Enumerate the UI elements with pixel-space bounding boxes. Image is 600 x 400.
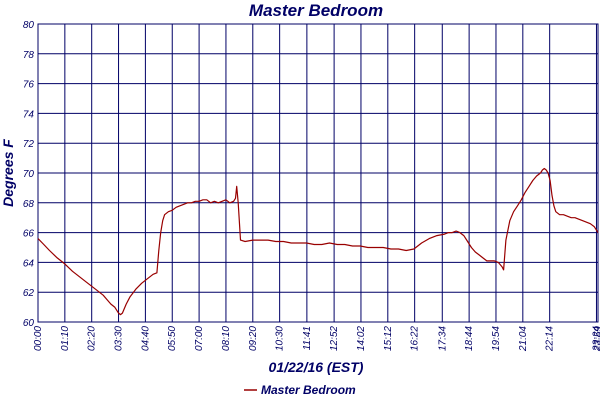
y-axis-label: Degrees F	[0, 139, 16, 207]
x-tick-label: 12:52	[329, 326, 340, 351]
x-tick-label: 02:20	[87, 326, 98, 351]
legend-label: Master Bedroom	[261, 383, 356, 397]
x-tick-label: 05:50	[167, 326, 178, 351]
chart-title: Master Bedroom	[249, 1, 383, 20]
grid	[37, 23, 599, 323]
y-tick-label: 68	[23, 199, 35, 210]
y-tick-label: 70	[23, 169, 35, 180]
x-tick-label: 18:44	[464, 326, 475, 351]
y-tick-label: 76	[23, 80, 35, 91]
x-tick-label: 10:30	[275, 326, 286, 351]
y-tick-label: 66	[23, 229, 35, 240]
series-line-1	[37, 167, 599, 316]
legend: Master Bedroom	[244, 383, 356, 397]
x-tick-label: 17:34	[437, 326, 448, 351]
y-tick-label: 80	[23, 20, 35, 31]
x-tick-label: 03:30	[114, 326, 125, 351]
x-tick-label: 08:10	[221, 326, 232, 351]
x-tick-label: 15:12	[383, 326, 394, 351]
x-tick-label: 01:10	[60, 326, 71, 351]
y-tick-label: 78	[23, 50, 35, 61]
x-tick-label: 11:41	[302, 326, 313, 350]
series-layer	[37, 167, 599, 316]
y-tick-label: 62	[23, 288, 35, 299]
x-tick-label: 07:00	[194, 326, 205, 351]
x-tick-label: 23:24	[591, 326, 600, 352]
x-tick-label: 22:14	[545, 326, 556, 352]
y-tick-labels: 60 62 64 66 68 70 72 74 76 78 80	[23, 20, 35, 329]
x-axis-label: 01/22/16 (EST)	[269, 359, 364, 375]
x-tick-label: 23:59	[593, 326, 600, 352]
x-tick-label: 00:00	[33, 326, 44, 351]
x-tick-labels: 00:00 01:10 02:20 03:30 04:40 05:50 07:00 08:10…	[33, 326, 600, 352]
x-tick-label: 14:02	[356, 326, 367, 351]
x-tick-label: 16:22	[410, 326, 421, 351]
x-tick-label: 09:20	[248, 326, 259, 351]
x-tick-label: 21:04	[518, 326, 529, 352]
y-tick-label: 60	[23, 318, 35, 329]
x-tick-label: 19:54	[491, 326, 502, 351]
y-tick-label: 74	[23, 109, 35, 120]
y-tick-label: 72	[23, 139, 35, 150]
y-tick-label: 64	[23, 258, 35, 269]
x-tick-label: 04:40	[140, 326, 151, 351]
